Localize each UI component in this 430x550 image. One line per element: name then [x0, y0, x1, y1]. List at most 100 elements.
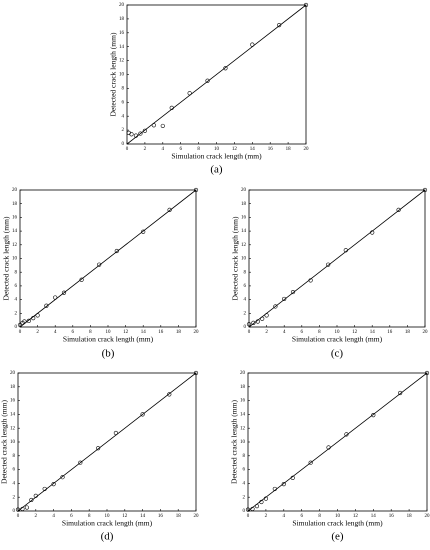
reference-line [247, 372, 428, 512]
y-tick-label: 0 [243, 509, 246, 514]
x-tick-label: 18 [176, 514, 182, 519]
panel-caption: (d) [101, 531, 114, 543]
x-tick-label: 10 [105, 514, 111, 519]
y-tick-label: 14 [241, 229, 247, 234]
data-point [422, 187, 428, 193]
x-tick-label: 12 [122, 514, 128, 519]
data-point [371, 412, 376, 418]
x-tick-label: 20 [194, 514, 200, 519]
data-point [277, 23, 282, 28]
x-tick-label: 8 [88, 514, 91, 519]
y-tick-label: 18 [119, 17, 125, 22]
x-tick-label: 14 [140, 514, 146, 519]
y-axis-label: Detected crack length (mm) [2, 216, 11, 300]
y-tick-label: 20 [12, 188, 18, 193]
x-tick-label: 2 [144, 147, 147, 152]
data-point [78, 460, 83, 465]
data-point [142, 128, 147, 133]
x-tick-label: 18 [176, 330, 182, 335]
y-tick-label: 0 [13, 509, 16, 514]
x-tick-label: 2 [36, 330, 39, 335]
data-point [95, 446, 101, 451]
x-tick-label: 4 [283, 514, 286, 519]
x-tick-label: 2 [265, 514, 268, 519]
y-tick-label: 18 [241, 202, 247, 207]
x-axis-label: Simulation crack length (mm) [292, 519, 383, 528]
x-tick-label: 10 [335, 514, 341, 519]
x-tick-label: 6 [70, 514, 73, 519]
x-tick-label: 6 [301, 330, 304, 335]
x-axis-label: Simulation crack length (mm) [292, 335, 383, 344]
y-axis-label: Detected crack length (mm) [109, 32, 118, 116]
x-tick-label: 20 [194, 330, 200, 335]
data-point [160, 123, 165, 129]
y-tick-label: 16 [10, 399, 16, 404]
y-tick-label: 4 [122, 114, 125, 119]
y-tick-label: 18 [10, 385, 16, 390]
y-tick-label: 8 [244, 270, 247, 275]
data-point [29, 497, 34, 503]
x-tick-label: 18 [407, 514, 413, 519]
y-tick-label: 16 [241, 216, 247, 221]
data-point [326, 262, 331, 267]
x-tick-label: 6 [72, 330, 75, 335]
data-point [26, 318, 31, 323]
y-tick-label: 20 [10, 371, 16, 376]
data-point [24, 505, 30, 510]
x-tick-label: 0 [247, 514, 250, 519]
panel-caption: (c) [331, 348, 344, 360]
data-point [167, 392, 172, 397]
x-tick-label: 0 [126, 147, 129, 152]
x-tick-label: 6 [179, 147, 182, 152]
data-point [193, 370, 199, 376]
y-axis-label: Detected crack length (mm) [0, 400, 9, 484]
x-tick-label: 2 [265, 330, 268, 335]
x-tick-label: 6 [300, 514, 303, 519]
x-tick-label: 8 [197, 147, 200, 152]
data-point [223, 66, 228, 71]
data-point [44, 303, 49, 308]
y-tick-label: 2 [243, 495, 246, 500]
y-tick-label: 18 [12, 202, 18, 207]
y-tick-label: 4 [15, 298, 18, 303]
x-tick-label: 0 [17, 514, 20, 519]
data-point [114, 248, 119, 254]
data-point [308, 460, 313, 465]
x-tick-label: 10 [335, 330, 341, 335]
x-tick-label: 0 [19, 330, 22, 335]
data-point [251, 320, 256, 325]
data-point [290, 289, 296, 295]
x-tick-label: 8 [89, 330, 92, 335]
data-point [129, 132, 134, 137]
data-point [396, 207, 401, 212]
y-tick-label: 12 [240, 426, 246, 431]
data-point [51, 481, 56, 487]
x-tick-label: 10 [106, 330, 112, 335]
x-tick-label: 18 [286, 147, 292, 152]
x-tick-label: 18 [405, 330, 411, 335]
y-tick-label: 20 [241, 188, 247, 193]
data-point [60, 475, 65, 480]
y-tick-label: 12 [119, 59, 125, 64]
y-tick-label: 16 [119, 31, 125, 36]
y-tick-label: 8 [13, 454, 16, 459]
y-tick-label: 6 [15, 284, 18, 289]
y-tick-label: 10 [119, 73, 125, 78]
data-point [141, 229, 146, 234]
data-point [61, 290, 67, 295]
x-tick-label: 16 [389, 514, 395, 519]
panel-caption: (b) [102, 348, 115, 360]
y-tick-label: 10 [12, 257, 18, 262]
y-tick-label: 2 [122, 128, 125, 133]
y-tick-label: 0 [15, 325, 18, 330]
y-tick-label: 4 [13, 482, 16, 487]
y-tick-label: 8 [15, 270, 18, 275]
y-tick-label: 10 [240, 440, 246, 445]
x-tick-label: 20 [425, 514, 430, 519]
data-point [79, 277, 84, 282]
x-tick-label: 16 [268, 147, 274, 152]
x-tick-label: 12 [353, 514, 359, 519]
data-point [140, 412, 145, 417]
x-tick-label: 4 [54, 330, 57, 335]
data-point [303, 2, 309, 8]
